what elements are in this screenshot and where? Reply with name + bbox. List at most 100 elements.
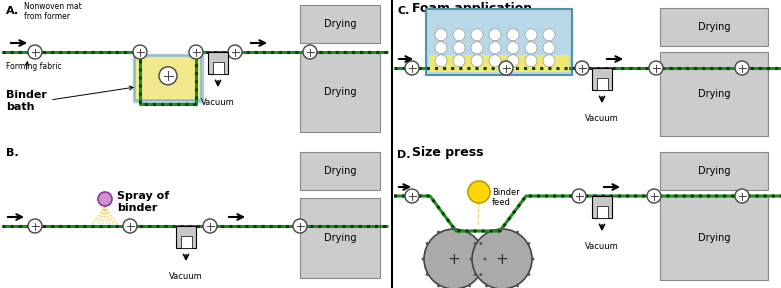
Circle shape	[527, 242, 530, 245]
Text: Drying: Drying	[324, 87, 356, 97]
Circle shape	[435, 42, 447, 54]
Circle shape	[473, 242, 476, 245]
Circle shape	[516, 231, 519, 234]
Circle shape	[98, 192, 112, 206]
Bar	[597, 78, 608, 90]
Text: Drying: Drying	[697, 89, 730, 99]
Bar	[429, 55, 569, 72]
Bar	[180, 236, 191, 248]
Text: B.: B.	[6, 148, 19, 158]
Circle shape	[485, 231, 488, 234]
Circle shape	[471, 29, 483, 41]
Circle shape	[159, 67, 177, 85]
Text: Drying: Drying	[697, 22, 730, 32]
Text: D.: D.	[397, 150, 411, 160]
Circle shape	[468, 284, 471, 287]
Bar	[300, 198, 380, 278]
Bar	[300, 5, 380, 43]
Bar	[660, 8, 768, 46]
Bar	[597, 206, 608, 218]
Circle shape	[424, 229, 484, 288]
Circle shape	[507, 29, 519, 41]
Circle shape	[485, 284, 488, 287]
Circle shape	[543, 42, 555, 54]
Circle shape	[203, 219, 217, 233]
Circle shape	[303, 45, 317, 59]
Circle shape	[405, 61, 419, 75]
Circle shape	[28, 45, 42, 59]
Text: Spray of
binder: Spray of binder	[117, 191, 169, 213]
Text: Drying: Drying	[324, 233, 356, 243]
Text: Drying: Drying	[324, 19, 356, 29]
Circle shape	[525, 55, 537, 67]
Circle shape	[527, 273, 530, 276]
Text: Forming fabric: Forming fabric	[6, 62, 62, 71]
Circle shape	[483, 257, 487, 261]
Text: Drying: Drying	[324, 166, 356, 176]
Text: Drying: Drying	[697, 166, 730, 176]
Circle shape	[735, 189, 749, 203]
Text: C.: C.	[397, 6, 409, 16]
Circle shape	[489, 29, 501, 41]
Bar	[592, 68, 612, 90]
Text: Vacuum: Vacuum	[201, 98, 235, 107]
Circle shape	[507, 55, 519, 67]
Circle shape	[735, 61, 749, 75]
Circle shape	[489, 42, 501, 54]
Circle shape	[469, 257, 473, 261]
Circle shape	[28, 219, 42, 233]
Circle shape	[468, 231, 471, 234]
Circle shape	[453, 42, 465, 54]
Circle shape	[543, 55, 555, 67]
Circle shape	[435, 29, 447, 41]
Circle shape	[572, 189, 586, 203]
Text: Drying: Drying	[697, 233, 730, 243]
Circle shape	[228, 45, 242, 59]
Bar	[300, 152, 380, 190]
Bar	[660, 196, 768, 280]
Circle shape	[647, 189, 661, 203]
Circle shape	[525, 42, 537, 54]
Circle shape	[471, 55, 483, 67]
Bar	[426, 9, 572, 75]
Circle shape	[426, 242, 429, 245]
Circle shape	[435, 55, 447, 67]
Circle shape	[471, 42, 483, 54]
Circle shape	[453, 29, 465, 41]
Circle shape	[575, 61, 589, 75]
Circle shape	[649, 61, 663, 75]
Circle shape	[472, 229, 532, 288]
Circle shape	[426, 273, 429, 276]
Text: Vacuum: Vacuum	[585, 242, 619, 251]
Circle shape	[437, 231, 440, 234]
Circle shape	[437, 284, 440, 287]
Circle shape	[123, 219, 137, 233]
Circle shape	[480, 273, 483, 276]
Circle shape	[507, 42, 519, 54]
Circle shape	[468, 181, 490, 203]
Text: Binder
bath: Binder bath	[6, 90, 47, 112]
Circle shape	[543, 29, 555, 41]
Text: Foam application: Foam application	[412, 2, 532, 15]
Circle shape	[133, 45, 147, 59]
Text: +: +	[496, 251, 508, 266]
Circle shape	[452, 226, 455, 230]
Circle shape	[516, 284, 519, 287]
Circle shape	[501, 226, 504, 230]
Bar	[300, 52, 380, 132]
Bar	[135, 56, 201, 100]
Circle shape	[525, 29, 537, 41]
Circle shape	[293, 219, 307, 233]
Bar	[133, 54, 203, 102]
Circle shape	[189, 45, 203, 59]
Bar	[660, 52, 768, 136]
Bar	[660, 152, 768, 190]
Circle shape	[422, 257, 425, 261]
Text: Binder
feed: Binder feed	[492, 188, 519, 207]
Circle shape	[499, 61, 513, 75]
Circle shape	[405, 189, 419, 203]
Circle shape	[473, 273, 476, 276]
Text: Size press: Size press	[412, 146, 483, 159]
Circle shape	[489, 55, 501, 67]
Text: Vacuum: Vacuum	[169, 272, 203, 281]
